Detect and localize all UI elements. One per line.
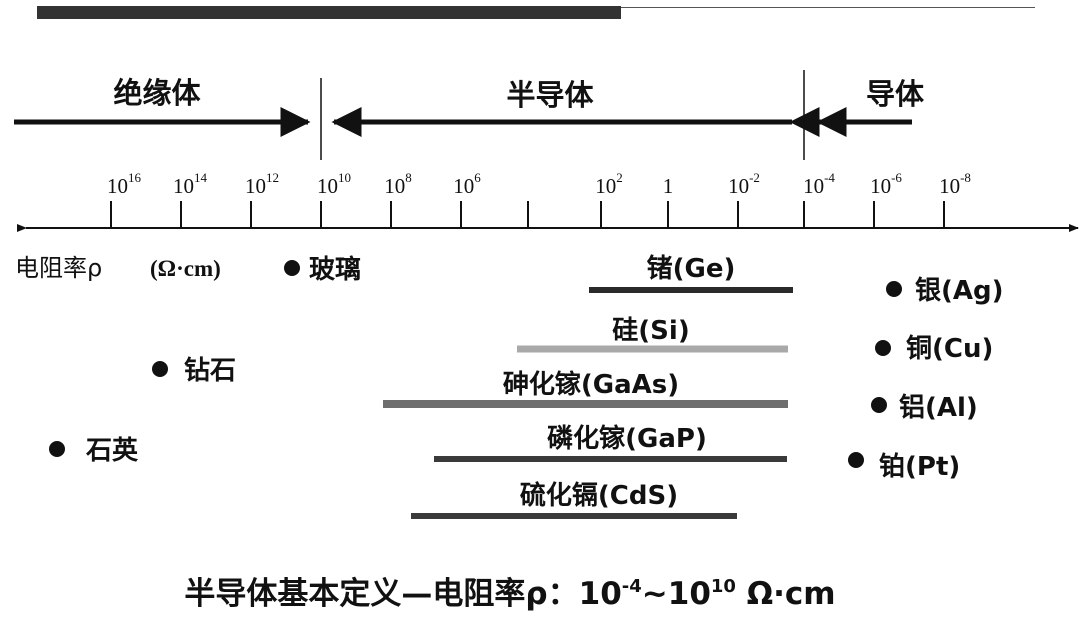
tick-exponent: 6 <box>474 170 481 185</box>
point-label: 铂(Pt) <box>879 452 960 482</box>
region-semiconductor: 半导体 <box>506 78 594 112</box>
tick-exponent: 2 <box>616 170 623 185</box>
point-marker <box>284 260 300 276</box>
header-bar <box>37 6 621 19</box>
axis-label: 电阻率ρ <box>15 254 102 282</box>
tick-label: 10-8 <box>939 170 971 198</box>
range-label: 硅(Si) <box>612 316 689 346</box>
point-marker <box>875 340 891 356</box>
tick-label: 108 <box>384 170 412 198</box>
tick-label: 106 <box>453 170 481 198</box>
tick-base: 10 <box>939 174 960 198</box>
point-marker <box>848 452 864 468</box>
axis-unit: (Ω·cm) <box>150 256 221 281</box>
title-main: 半导体基本定义—电阻率ρ： <box>184 576 578 612</box>
tick-base: 10 <box>384 174 405 198</box>
point-label: 石英 <box>85 436 139 466</box>
tick-label: 1016 <box>107 170 142 198</box>
range-label: 磷化镓(GaP) <box>547 423 707 454</box>
tick-label: 1014 <box>173 170 208 198</box>
axis-ticks <box>110 201 945 228</box>
tick-label: 10-2 <box>728 170 760 198</box>
point-marker <box>886 281 902 297</box>
point-label: 铜(Cu) <box>906 334 993 364</box>
tick-exponent: 8 <box>405 170 412 185</box>
point-marker <box>152 361 168 377</box>
tick-exponent: -6 <box>891 170 902 185</box>
tick-base: 10 <box>803 174 824 198</box>
tick-exponent: 10 <box>338 170 351 185</box>
point-marker <box>871 397 887 413</box>
axis-tick-labels: 1016 1014 1012 1010 108 106 102 1 10-2 10-4 10-6 10… <box>107 170 971 198</box>
tick-label: 1010 <box>317 170 351 198</box>
tick-base: 10 <box>595 174 616 198</box>
range-label: 硫化镉(CdS) <box>520 480 678 511</box>
point-label: 钻石 <box>184 356 236 386</box>
title-lower-base: 10 <box>579 576 622 612</box>
tick-base: 10 <box>245 174 266 198</box>
point-marker <box>49 441 65 457</box>
region-insulator: 绝缘体 <box>113 76 201 110</box>
tick-base: 10 <box>728 174 749 198</box>
tick-label: 10-4 <box>803 170 835 198</box>
tick-label: 1012 <box>245 170 279 198</box>
title-sep: ~ <box>642 576 668 612</box>
definition-title: 半导体基本定义—电阻率ρ：10-4~1010 Ω·cm <box>184 576 835 612</box>
tick-exponent: 12 <box>266 170 279 185</box>
range-label: 锗(Ge) <box>647 254 736 284</box>
point-label: 玻璃 <box>309 254 361 285</box>
region-conductor: 导体 <box>866 77 925 111</box>
tick-label: 10-6 <box>870 170 902 198</box>
point-label: 铝(Al) <box>899 393 978 423</box>
title-unit: Ω·cm <box>736 576 836 612</box>
tick-base: 10 <box>453 174 474 198</box>
tick-base: 10 <box>173 174 194 198</box>
tick-base: 10 <box>870 174 891 198</box>
material-ranges: 锗(Ge) 硅(Si) 砷化镓(GaAs) 磷化镓(GaP) 硫化镉(CdS) <box>383 254 793 519</box>
range-label: 砷化镓(GaAs) <box>503 369 679 400</box>
tick-exponent: -2 <box>749 170 760 185</box>
title-lower-exp: -4 <box>622 576 642 597</box>
tick-label: 1 <box>663 174 674 198</box>
tick-base: 1 <box>663 174 674 198</box>
title-upper-base: 10 <box>668 576 711 612</box>
tick-label: 102 <box>595 170 623 198</box>
tick-exponent: -8 <box>960 170 971 185</box>
tick-exponent: 16 <box>128 170 142 185</box>
tick-exponent: 14 <box>194 170 208 185</box>
tick-base: 10 <box>107 174 128 198</box>
tick-base: 10 <box>317 174 338 198</box>
tick-exponent: -4 <box>824 170 835 185</box>
point-label: 银(Ag) <box>915 276 1004 306</box>
title-upper-exp: 10 <box>711 576 736 597</box>
